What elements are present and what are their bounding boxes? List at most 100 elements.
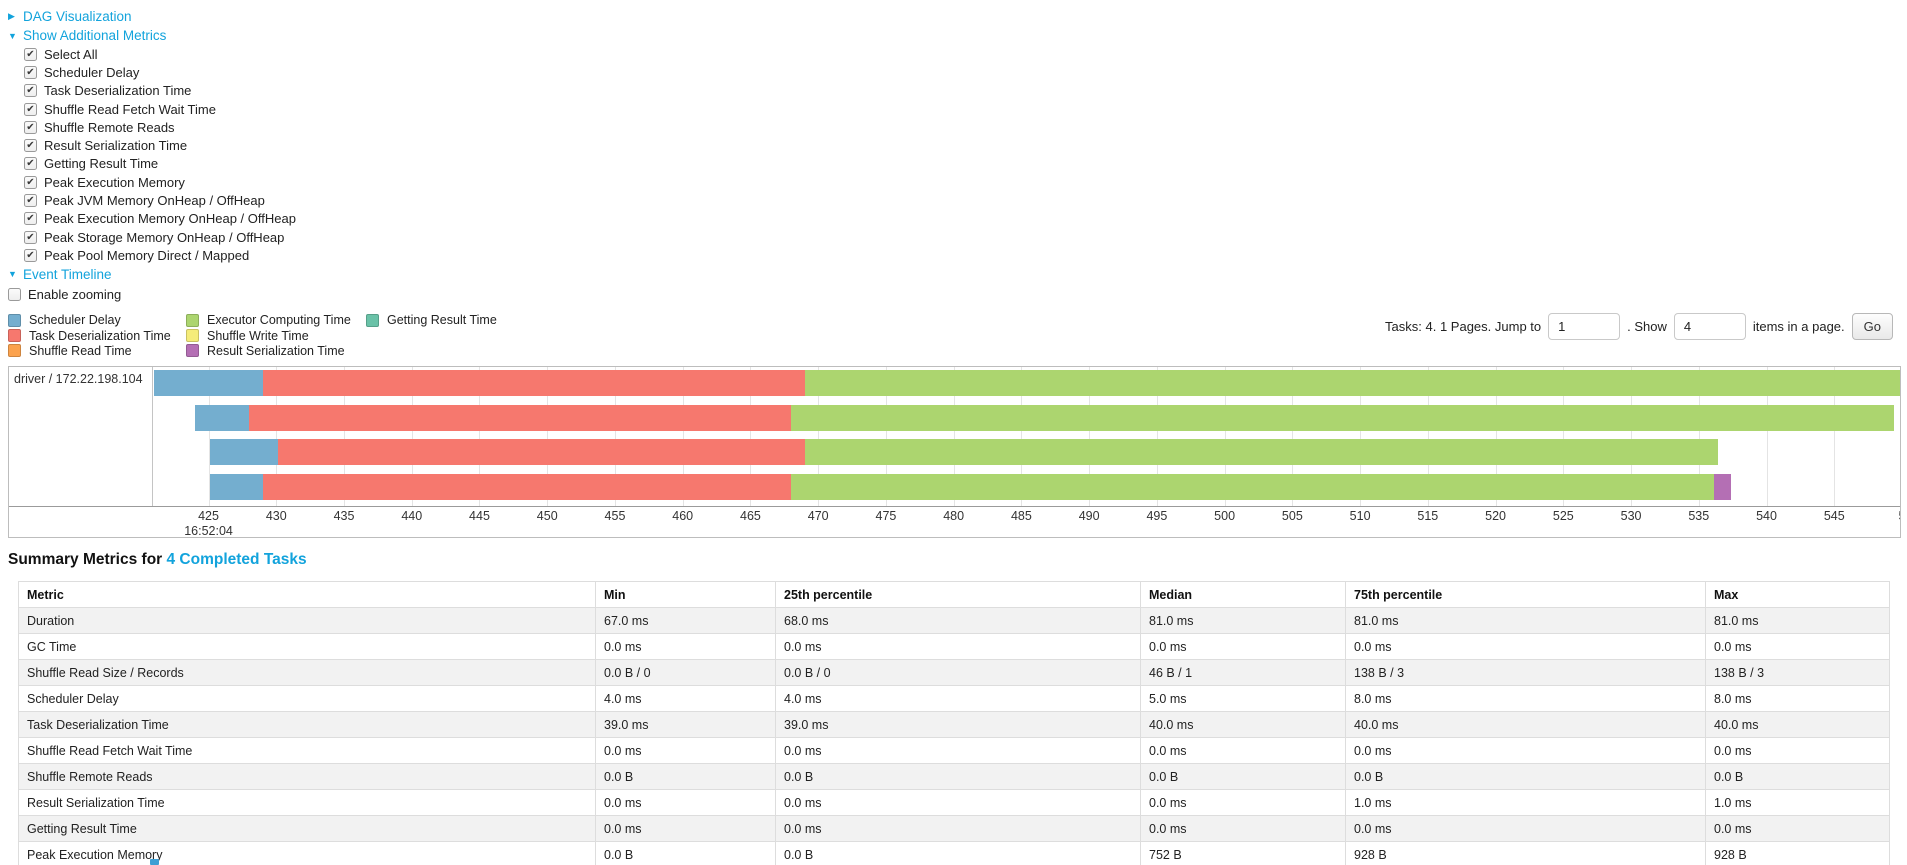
enable-zooming-checkbox[interactable]: Enable zooming <box>8 286 1907 304</box>
value-cell: 0.0 ms <box>595 815 776 843</box>
gridline <box>1834 367 1836 507</box>
gridline <box>1495 367 1497 507</box>
checkbox-icon[interactable]: ✔ <box>24 102 37 116</box>
value-cell: 0.0 ms <box>1705 815 1890 843</box>
items-per-page-input[interactable] <box>1673 312 1746 340</box>
executor_computing-bar-segment[interactable] <box>791 404 1894 431</box>
task_deserialization-bar-segment[interactable] <box>262 370 805 397</box>
legend-label: Result Serialization Time <box>207 343 345 358</box>
go-button[interactable]: Go <box>1851 312 1893 340</box>
value-cell: 752 B <box>1140 841 1346 865</box>
gridline <box>682 367 684 507</box>
gridline <box>276 367 278 507</box>
checkbox-icon[interactable]: ✔ <box>24 230 37 244</box>
scheduler_delay-bar-segment[interactable] <box>194 404 250 431</box>
metric-checkbox-item[interactable]: ✔ Task Deserialization Time <box>24 82 1907 100</box>
jump-to-page-input[interactable] <box>1548 312 1621 340</box>
value-cell: 0.0 B <box>1345 763 1706 791</box>
metric-checkbox-item[interactable]: ✔ Peak Execution Memory OnHeap / OffHeap <box>24 210 1907 228</box>
gridline <box>1089 367 1091 507</box>
metric-checkbox-item[interactable]: ✔ Peak Storage Memory OnHeap / OffHeap <box>24 228 1907 246</box>
metric-checkbox-label: Shuffle Read Fetch Wait Time <box>44 101 216 117</box>
gridline <box>1563 367 1565 507</box>
scheduler_delay-bar-segment[interactable] <box>154 370 263 397</box>
show-additional-metrics-label: Show Additional Metrics <box>23 28 167 43</box>
metric-checkbox-item[interactable]: ✔ Peak Execution Memory <box>24 173 1907 191</box>
x-tick-label: 510 <box>1349 509 1371 524</box>
dag-visualization-toggle[interactable]: ▶ DAG Visualization <box>8 7 1907 26</box>
checkbox-icon[interactable]: ✔ <box>24 248 37 262</box>
metric-checkbox-item[interactable]: ✔ Shuffle Remote Reads <box>24 118 1907 136</box>
table-row: GC Time 0.0 ms 0.0 ms 0.0 ms 0.0 ms 0.0 ms <box>18 633 1890 661</box>
x-tick-label: 495 <box>1146 509 1168 524</box>
header-max: Max <box>1705 581 1890 609</box>
scheduler_delay-bar-segment[interactable] <box>209 473 263 500</box>
metric-checkbox-label: Shuffle Remote Reads <box>44 119 175 135</box>
dag-visualization-label: DAG Visualization <box>23 9 132 24</box>
checkbox-icon[interactable]: ✔ <box>24 157 37 171</box>
executor_computing-bar-segment[interactable] <box>804 370 1900 397</box>
metric-checkbox-item[interactable]: ✔ Result Serialization Time <box>24 136 1907 154</box>
metric-checkbox-label: Scheduler Delay <box>44 64 140 80</box>
table-row: Shuffle Read Size / Records 0.0 B / 0 0.0 … <box>18 659 1890 687</box>
value-cell: 8.0 ms <box>1345 685 1706 713</box>
metric-checkbox-item[interactable]: ✔ Getting Result Time <box>24 155 1907 173</box>
x-tick-label: 525 <box>1552 509 1574 524</box>
metric-checkbox-item[interactable]: ✔ Select All <box>24 45 1907 63</box>
checkbox-icon[interactable]: ✔ <box>24 65 37 79</box>
metric-checkbox-item[interactable]: ✔ Peak JVM Memory OnHeap / OffHeap <box>24 191 1907 209</box>
scheduler_delay-bar-segment[interactable] <box>209 439 278 466</box>
task_deserialization-bar-segment[interactable] <box>262 473 792 500</box>
start-time-label: 16:52:04 <box>184 524 233 539</box>
executor-host-label: driver / 172.22.198.104 <box>14 372 143 387</box>
metric-checkbox-item[interactable]: ✔ Shuffle Read Fetch Wait Time <box>24 100 1907 118</box>
value-cell: 0.0 B <box>775 763 1141 791</box>
checkbox-icon[interactable]: ✔ <box>24 139 37 153</box>
metric-checkbox-label: Peak Pool Memory Direct / Mapped <box>44 247 250 263</box>
checkbox-icon[interactable]: ✔ <box>24 194 37 208</box>
executor_computing-bar-segment[interactable] <box>791 473 1714 500</box>
metric-checkbox-item[interactable]: ✔ Peak Pool Memory Direct / Mapped <box>24 246 1907 264</box>
x-tick-label: 460 <box>672 509 694 524</box>
metric-cell: Shuffle Remote Reads <box>18 763 596 791</box>
executor_computing-bar-segment[interactable] <box>804 439 1718 466</box>
checkbox-icon[interactable]: ✔ <box>24 212 37 226</box>
checkbox-icon[interactable]: ✔ <box>24 120 37 134</box>
gridline <box>1698 367 1700 507</box>
value-cell: 81.0 ms <box>1705 607 1890 635</box>
checkbox-icon[interactable]: ✔ <box>24 47 37 61</box>
x-tick-label: 5 <box>1899 509 1900 523</box>
legend-item: Result Serialization Time <box>186 343 366 358</box>
result_serialization-swatch-icon <box>186 344 199 358</box>
metric-cell: Peak Execution Memory <box>18 841 596 865</box>
value-cell: 40.0 ms <box>1345 711 1706 739</box>
gridline <box>885 367 887 507</box>
value-cell: 5.0 ms <box>1140 685 1346 713</box>
value-cell: 81.0 ms <box>1345 607 1706 635</box>
task_deserialization-bar-segment[interactable] <box>249 404 792 431</box>
legend-item: Getting Result Time <box>366 313 497 328</box>
enable-zooming-label: Enable zooming <box>28 287 122 303</box>
x-tick-label: 475 <box>875 509 897 524</box>
metric-checkbox-label: Peak JVM Memory OnHeap / OffHeap <box>44 193 265 209</box>
task_deserialization-bar-segment[interactable] <box>277 439 805 466</box>
event-timeline-toggle[interactable]: ▼ Event Timeline <box>8 265 1907 284</box>
value-cell: 0.0 ms <box>1345 633 1706 661</box>
show-additional-metrics-toggle[interactable]: ▼ Show Additional Metrics <box>8 26 1907 45</box>
value-cell: 0.0 B / 0 <box>595 659 776 687</box>
table-row: Shuffle Read Fetch Wait Time 0.0 ms 0.0 ms… <box>18 737 1890 765</box>
metric-checkbox-item[interactable]: ✔ Scheduler Delay <box>24 63 1907 81</box>
value-cell: 0.0 ms <box>775 815 1141 843</box>
value-cell: 1.0 ms <box>1345 789 1706 817</box>
gridline <box>411 367 413 507</box>
gridline <box>547 367 549 507</box>
value-cell: 0.0 ms <box>775 789 1141 817</box>
event-timeline-label: Event Timeline <box>23 266 112 282</box>
checkbox-icon[interactable]: ✔ <box>24 84 37 98</box>
gridline <box>818 367 820 507</box>
checkbox-icon[interactable]: ✔ <box>24 175 37 189</box>
result_serialization-bar-segment[interactable] <box>1713 473 1732 500</box>
task-bar-row <box>153 473 1900 500</box>
checkbox-icon[interactable] <box>8 288 21 302</box>
value-cell: 0.0 ms <box>1140 789 1346 817</box>
